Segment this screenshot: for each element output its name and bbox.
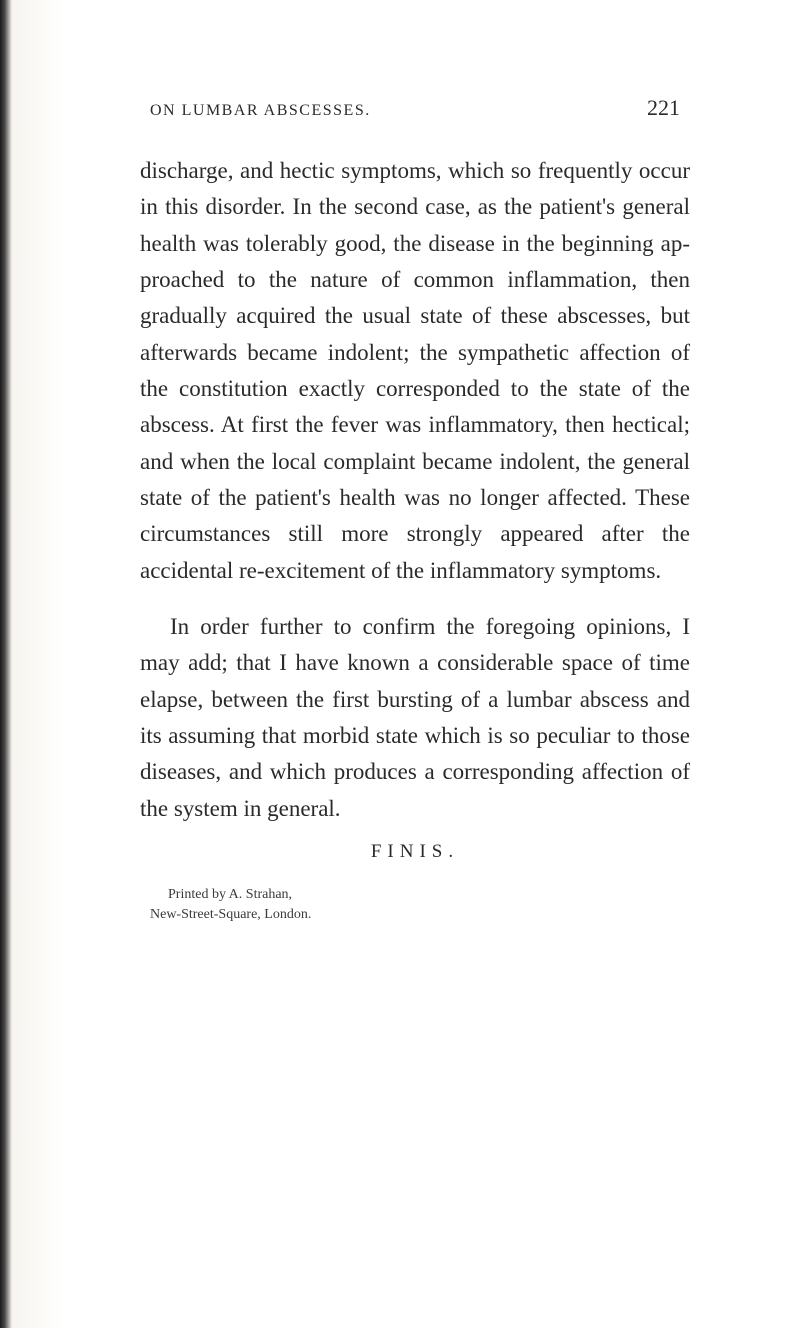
book-page: ON LUMBAR ABSCESSES. 221 discharge, and … (0, 0, 800, 1328)
body-paragraph-1: discharge, and hectic symptoms, which so… (140, 153, 690, 589)
printer-line-1: Printed by A. Strahan, (150, 885, 690, 905)
page-header: ON LUMBAR ABSCESSES. 221 (140, 95, 690, 121)
printer-line-2: New-Street-Square, London. (150, 905, 690, 925)
body-paragraph-2: In order further to confirm the foregoin… (140, 609, 690, 827)
page-number: 221 (647, 95, 680, 121)
printer-colophon: Printed by A. Strahan, New-Street-Square… (150, 885, 690, 924)
finis-label: FINIS. (140, 841, 690, 863)
running-head: ON LUMBAR ABSCESSES. (150, 102, 371, 120)
